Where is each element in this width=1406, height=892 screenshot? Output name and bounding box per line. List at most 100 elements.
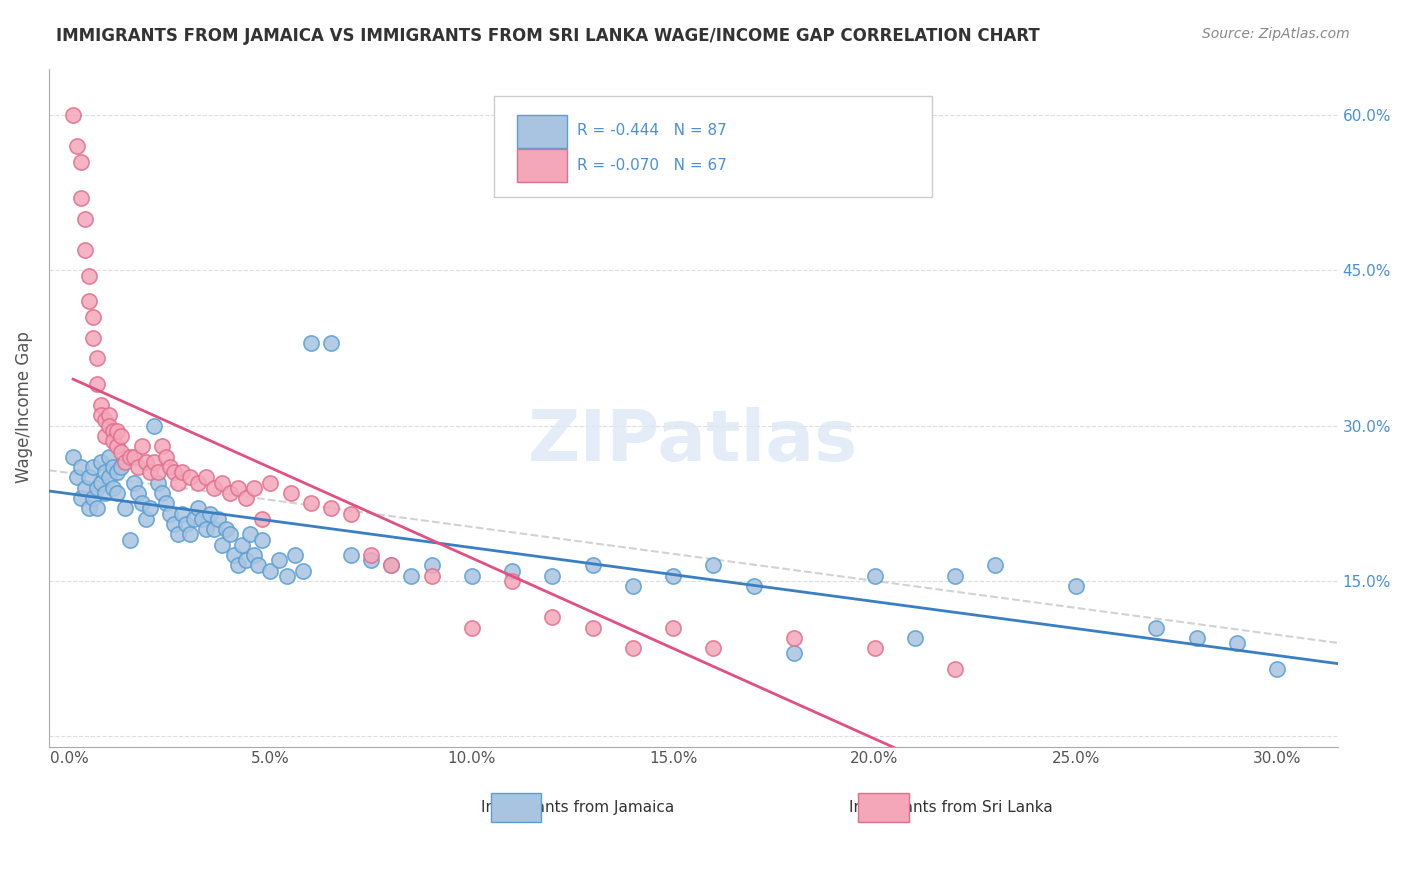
Point xyxy=(863,568,886,582)
Point xyxy=(621,641,644,656)
Point xyxy=(360,553,382,567)
Point xyxy=(166,527,188,541)
Point xyxy=(662,620,685,634)
Point xyxy=(276,568,298,582)
Point xyxy=(155,496,177,510)
Point xyxy=(163,465,186,479)
Point xyxy=(62,108,84,122)
Point xyxy=(122,475,145,490)
Point xyxy=(98,409,121,423)
Point xyxy=(621,579,644,593)
Point xyxy=(82,331,104,345)
Point xyxy=(138,501,160,516)
Point xyxy=(702,558,724,573)
Point xyxy=(501,564,523,578)
Point xyxy=(202,522,225,536)
Point xyxy=(219,527,242,541)
Point xyxy=(107,465,129,479)
Point xyxy=(380,558,402,573)
Text: Source: ZipAtlas.com: Source: ZipAtlas.com xyxy=(1202,27,1350,41)
Point xyxy=(77,294,100,309)
Point xyxy=(259,564,281,578)
Point xyxy=(107,424,129,438)
Point xyxy=(98,450,121,464)
Point xyxy=(319,335,342,350)
Point xyxy=(94,465,117,479)
Point xyxy=(187,501,209,516)
Point xyxy=(86,351,108,366)
Point xyxy=(1185,631,1208,645)
Point xyxy=(75,243,97,257)
Point xyxy=(1064,579,1087,593)
Point xyxy=(142,455,165,469)
Text: ZIPatlas: ZIPatlas xyxy=(529,407,859,476)
Point xyxy=(224,548,246,562)
Point xyxy=(155,450,177,464)
Point xyxy=(103,481,125,495)
Point xyxy=(299,496,322,510)
Point xyxy=(202,481,225,495)
Point xyxy=(198,507,221,521)
Point xyxy=(541,610,564,624)
Point xyxy=(742,579,765,593)
Point xyxy=(235,553,257,567)
Point xyxy=(94,429,117,443)
Point xyxy=(146,465,169,479)
Point xyxy=(77,470,100,484)
Point xyxy=(501,574,523,588)
Point xyxy=(70,191,93,205)
Point xyxy=(226,481,249,495)
Point xyxy=(131,439,153,453)
Point xyxy=(90,409,112,423)
Point xyxy=(122,450,145,464)
Point xyxy=(360,548,382,562)
Point xyxy=(70,460,93,475)
Point xyxy=(904,631,927,645)
Point xyxy=(943,662,966,676)
Point xyxy=(103,434,125,449)
Point xyxy=(142,418,165,433)
Point xyxy=(98,418,121,433)
Point xyxy=(131,496,153,510)
Point xyxy=(299,335,322,350)
FancyBboxPatch shape xyxy=(494,95,932,197)
Point xyxy=(159,507,181,521)
Text: R = -0.444   N = 87: R = -0.444 N = 87 xyxy=(578,123,727,138)
Point xyxy=(94,486,117,500)
Point xyxy=(179,527,201,541)
Point xyxy=(70,491,93,505)
Point xyxy=(110,444,132,458)
Point xyxy=(1144,620,1167,634)
Point xyxy=(280,486,302,500)
Point xyxy=(77,501,100,516)
Point xyxy=(211,475,233,490)
Point xyxy=(82,460,104,475)
Point xyxy=(146,475,169,490)
Point xyxy=(380,558,402,573)
Point xyxy=(461,620,484,634)
Point xyxy=(174,516,197,531)
Point xyxy=(191,512,214,526)
Point xyxy=(215,522,238,536)
Point xyxy=(252,533,274,547)
Point xyxy=(252,512,274,526)
Point xyxy=(401,568,423,582)
Point xyxy=(581,558,603,573)
Point xyxy=(98,470,121,484)
Point xyxy=(135,512,157,526)
Point xyxy=(291,564,314,578)
Point xyxy=(195,470,218,484)
Point xyxy=(267,553,290,567)
Point xyxy=(118,533,141,547)
Point xyxy=(70,154,93,169)
Point xyxy=(94,413,117,427)
Point xyxy=(62,450,84,464)
Y-axis label: Wage/Income Gap: Wage/Income Gap xyxy=(15,332,32,483)
Point xyxy=(170,507,193,521)
Point xyxy=(581,620,603,634)
Point xyxy=(90,455,112,469)
Point xyxy=(75,481,97,495)
Text: Immigrants from Jamaica: Immigrants from Jamaica xyxy=(481,800,673,815)
Point xyxy=(150,439,173,453)
Point xyxy=(107,486,129,500)
